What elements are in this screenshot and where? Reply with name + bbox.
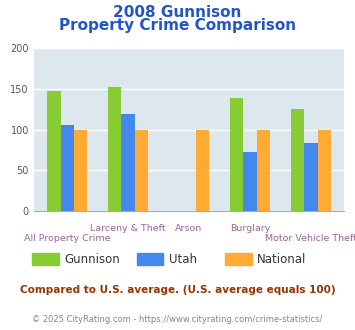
Bar xyxy=(304,143,318,211)
Text: 2008 Gunnison: 2008 Gunnison xyxy=(113,5,242,20)
Text: © 2025 CityRating.com - https://www.cityrating.com/crime-statistics/: © 2025 CityRating.com - https://www.city… xyxy=(32,315,323,324)
Bar xyxy=(108,87,121,211)
Bar xyxy=(74,130,87,211)
Text: Utah: Utah xyxy=(169,252,197,266)
Text: Larceny & Theft: Larceny & Theft xyxy=(90,224,166,233)
Text: All Property Crime: All Property Crime xyxy=(24,234,110,243)
Bar xyxy=(230,98,243,211)
Text: Compared to U.S. average. (U.S. average equals 100): Compared to U.S. average. (U.S. average … xyxy=(20,285,335,295)
Bar xyxy=(318,130,331,211)
Bar xyxy=(257,130,270,211)
Bar xyxy=(47,91,60,211)
Text: Gunnison: Gunnison xyxy=(64,252,120,266)
Bar xyxy=(243,151,257,211)
Bar xyxy=(121,114,135,211)
Text: Arson: Arson xyxy=(175,224,203,233)
Text: National: National xyxy=(257,252,307,266)
Bar xyxy=(135,130,148,211)
Bar xyxy=(60,125,74,211)
Text: Burglary: Burglary xyxy=(230,224,270,233)
Bar xyxy=(196,130,209,211)
Bar xyxy=(291,109,304,211)
Text: Motor Vehicle Theft: Motor Vehicle Theft xyxy=(265,234,355,243)
Text: Property Crime Comparison: Property Crime Comparison xyxy=(59,18,296,33)
